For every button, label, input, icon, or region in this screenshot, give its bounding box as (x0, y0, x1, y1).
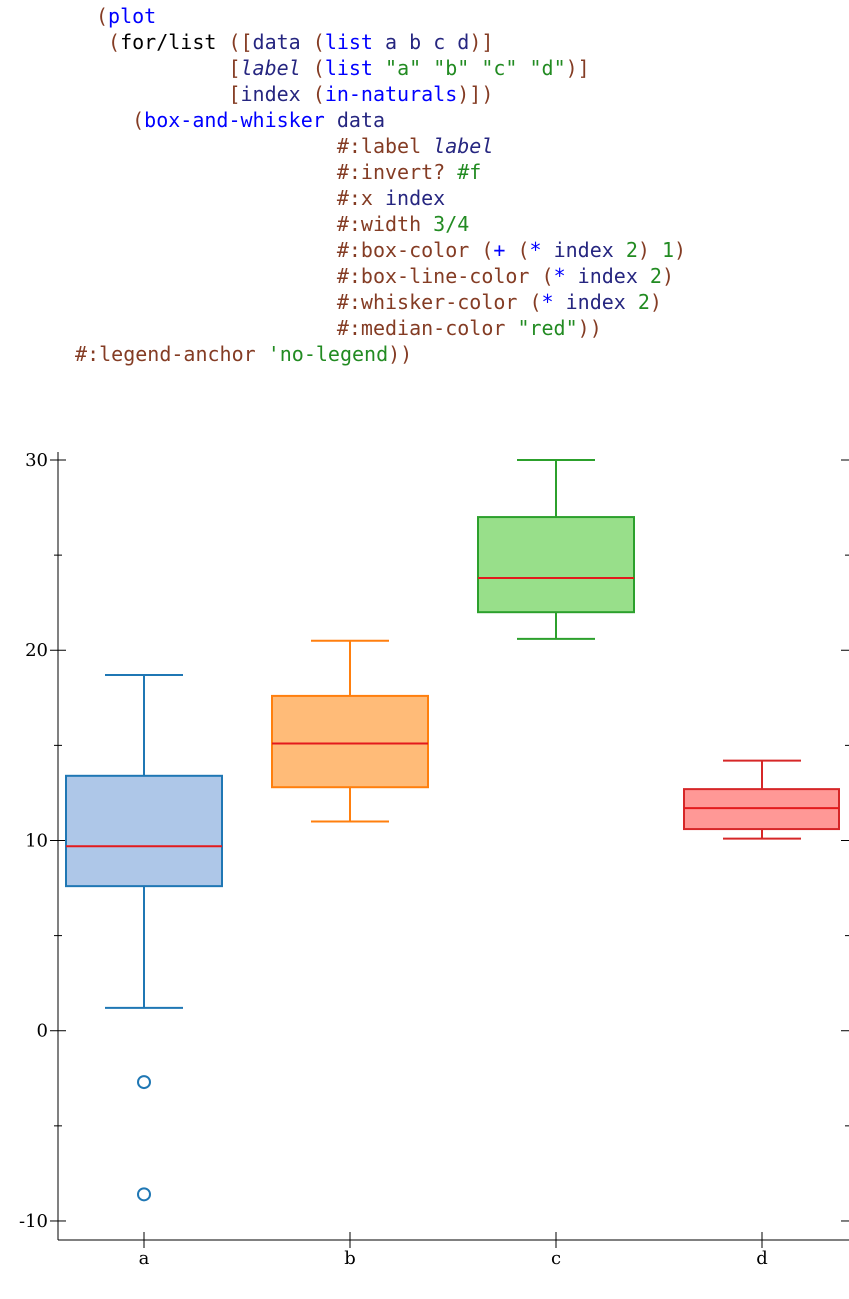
code-token: #:whisker-color (96, 290, 530, 314)
code-line: #:box-color (+ (* index 2) 1) (96, 237, 686, 263)
code-token: 'no-legend (267, 342, 389, 366)
code-token: ( (541, 264, 554, 288)
code-token: [ (96, 82, 241, 106)
outlier-point (137, 1187, 151, 1202)
code-token: * (553, 264, 566, 288)
code-line: #:box-line-color (* index 2) (96, 263, 674, 289)
code-token: index (240, 82, 301, 106)
y-tick-label: 0 (37, 1021, 48, 1042)
code-token: )] (469, 30, 494, 54)
code-token: 2 (637, 290, 650, 314)
code-line: #:width 3/4 (96, 211, 469, 237)
code-token: #:box-color (96, 238, 482, 262)
code-token: )) (388, 342, 413, 366)
y-tick-label: 20 (25, 640, 48, 661)
code-token: #:label (96, 134, 434, 158)
code-token: ( (96, 108, 145, 132)
code-token: data (252, 30, 301, 54)
code-token: #:x (96, 186, 385, 210)
code-token: * (541, 290, 554, 314)
code-token: ( (300, 30, 325, 54)
code-token: )) (577, 316, 602, 340)
box-and-whisker-chart: -10 0 10 20 30 a b c d (19, 450, 849, 1269)
code-token: * (529, 238, 542, 262)
code-token: + (493, 238, 506, 262)
code-token: index (565, 264, 650, 288)
box-c (477, 516, 635, 614)
y-tick-label: 30 (25, 450, 48, 471)
code-token: index (553, 290, 638, 314)
code-token: )]) (457, 82, 494, 106)
code-line: (box-and-whisker data (96, 107, 385, 133)
code-line: #:x index (96, 185, 445, 211)
code-token: ) (674, 238, 687, 262)
code-token: for/list (120, 30, 217, 54)
code-token: plot (108, 4, 157, 28)
code-token: label (240, 56, 301, 80)
code-token: index (541, 238, 626, 262)
code-line: (plot (96, 3, 156, 29)
code-line: #:label label (96, 133, 494, 159)
code-token: ) (649, 290, 662, 314)
code-line: #:whisker-color (* index 2) (96, 289, 662, 315)
code-line: #:invert? #f (96, 159, 482, 185)
code-token: #:median-color (96, 316, 518, 340)
code-token: ( (96, 4, 109, 28)
code-token: 2 (625, 238, 638, 262)
source-code: (plot (for/list ([data (list a b c d)] [… (0, 0, 849, 450)
y-tick-label: 10 (25, 830, 48, 851)
code-token: 2 (649, 264, 662, 288)
code-token: ( (481, 238, 494, 262)
code-line: [index (in-naturals)]) (96, 81, 493, 107)
x-tick-label: a (139, 1248, 150, 1269)
code-token: box-and-whisker (144, 108, 325, 132)
code-token: list (324, 30, 373, 54)
code-token: in-naturals (324, 82, 458, 106)
box-b (271, 694, 429, 789)
box-a (65, 774, 223, 888)
x-tick-label: d (756, 1248, 768, 1269)
code-token: index (384, 186, 446, 210)
code-token: ( (505, 238, 530, 262)
code-token: ( (96, 30, 121, 54)
y-tick-label: -10 (19, 1211, 48, 1232)
code-token: #:invert? (96, 160, 458, 184)
code-token: #f (457, 160, 482, 184)
code-token: label (433, 134, 494, 158)
code-token: a b c d (372, 30, 470, 54)
code-token: #:box-line-color (96, 264, 542, 288)
code-line: (for/list ([data (list a b c d)] (96, 29, 493, 55)
x-tick-label: c (551, 1248, 561, 1269)
code-token: "a" "b" "c" "d" (372, 56, 566, 80)
code-token: #:legend-anchor (63, 342, 268, 366)
code-token: list (324, 56, 373, 80)
code-token: #:width (96, 212, 434, 236)
code-line: #:legend-anchor 'no-legend)) (63, 341, 412, 367)
code-token: ([ (216, 30, 253, 54)
code-token: )] (565, 56, 590, 80)
code-line: #:median-color "red")) (96, 315, 602, 341)
code-token: 1 (649, 238, 675, 262)
code-token: "red" (517, 316, 578, 340)
outlier-point (137, 1075, 151, 1090)
code-token: 3/4 (433, 212, 470, 236)
code-token: ) (661, 264, 675, 288)
code-token: ( (300, 56, 325, 80)
code-token: data (324, 108, 386, 132)
code-token: ) (637, 238, 650, 262)
code-line: [label (list "a" "b" "c" "d")] (96, 55, 590, 81)
code-token: [ (96, 56, 241, 80)
x-tick-label: b (344, 1248, 356, 1269)
code-token: ( (529, 290, 542, 314)
code-token: ( (300, 82, 325, 106)
